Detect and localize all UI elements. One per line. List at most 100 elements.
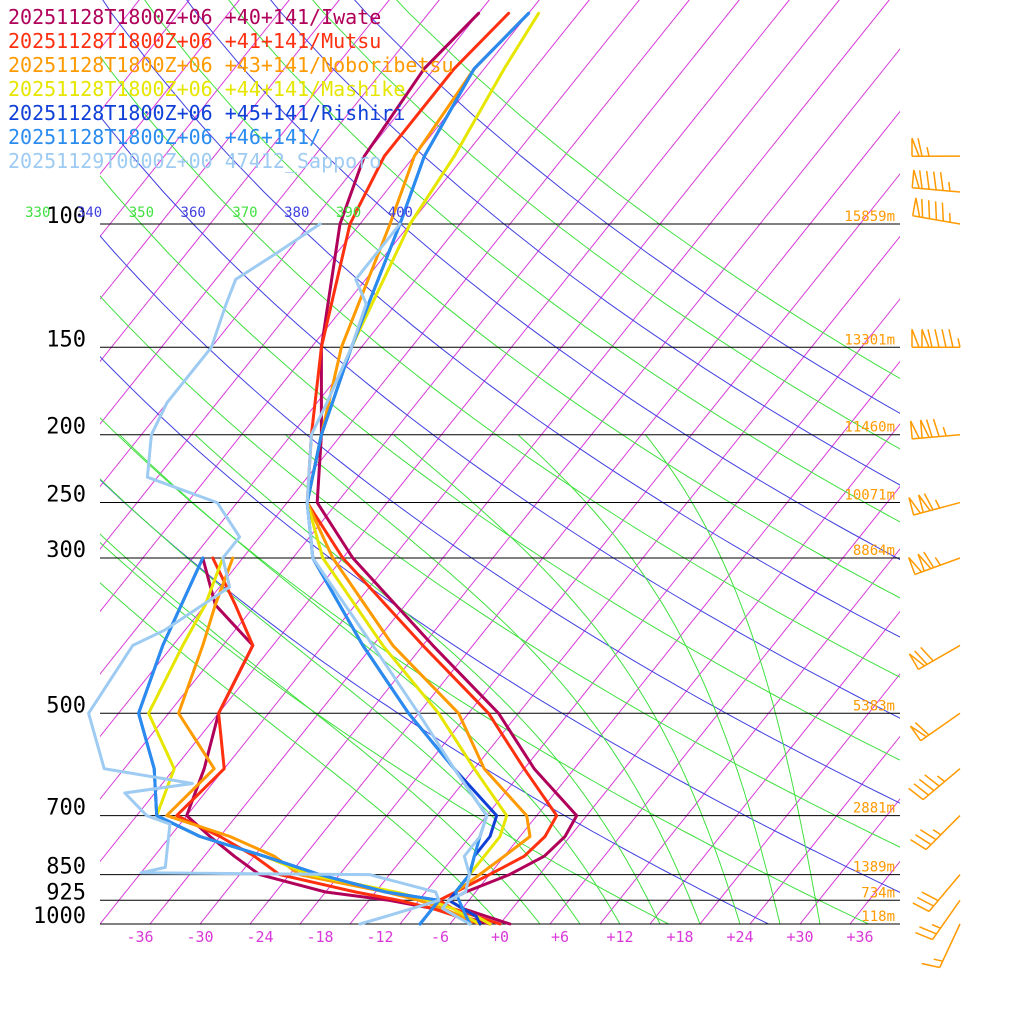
temperature-profile-line <box>305 11 531 926</box>
isotherm-line <box>549 485 900 924</box>
theta-label: 390 <box>336 205 361 221</box>
wind-barb <box>921 923 961 969</box>
dry-adiabat-line <box>100 541 669 924</box>
wind-barb <box>910 815 961 851</box>
legend-entry: 20251128T1800Z+06 +41+141/Mutsu <box>8 29 381 53</box>
moist-adiabat-line <box>285 434 701 924</box>
dry-adiabat-line <box>312 0 900 450</box>
isotherm-line <box>699 673 900 924</box>
wind-barb <box>908 493 961 516</box>
wind-barb <box>911 169 961 193</box>
temperature-tick-label: +0 <box>491 928 509 946</box>
dry-adiabat-line <box>100 479 769 924</box>
pressure-tick-label: 150 <box>46 327 86 352</box>
height-label: 5383m <box>853 698 895 714</box>
isotherm-line <box>849 860 900 924</box>
isotherm-lines <box>100 0 900 924</box>
moist-adiabat-line <box>393 434 741 924</box>
wind-barb-path <box>907 551 961 576</box>
isotherm-line <box>100 0 590 613</box>
wind-barb <box>915 899 961 941</box>
temperature-tick-label: -18 <box>306 928 333 946</box>
moist-adiabat-lines <box>100 434 821 924</box>
height-label: 734m <box>861 885 895 901</box>
height-label: 10071m <box>844 488 895 504</box>
height-label: 1389m <box>853 860 895 876</box>
theta-label: 360 <box>181 205 206 221</box>
temperature-tick-label: +6 <box>551 928 569 946</box>
wind-barb <box>911 137 961 157</box>
isotherm-line <box>599 548 900 924</box>
isotherm-line <box>199 48 900 924</box>
pressure-tick-label: 100 <box>46 204 86 229</box>
legend-entry: 20251129T0000Z+00 47412_Sapporo <box>8 149 381 173</box>
wind-barb-path <box>911 329 961 349</box>
theta-label: 380 <box>284 205 309 221</box>
moist-adiabat-line <box>119 434 621 924</box>
wind-barb <box>909 712 961 742</box>
pressure-tick-label: 300 <box>46 538 86 563</box>
pressure-tick-label: 1000 <box>33 904 86 929</box>
wind-barb-path <box>908 493 961 516</box>
wind-barb-path <box>911 169 961 193</box>
wind-barb <box>911 329 961 349</box>
temperature-tick-label: +36 <box>846 928 873 946</box>
height-label: 11460m <box>844 420 895 436</box>
wind-barb <box>909 418 961 440</box>
wind-barb <box>911 197 961 225</box>
axis-labels: 100 15859m 150 13301m 200 11460m 250 10071m 300 8… <box>25 204 895 946</box>
temperature-tick-label: -36 <box>126 928 153 946</box>
dry-adiabat-line <box>270 0 900 486</box>
isotherm-line <box>749 735 900 924</box>
dewpoint-profile-line <box>87 222 441 926</box>
wind-barbs <box>907 137 961 969</box>
wind-barb <box>908 644 961 671</box>
wind-barb-path <box>912 874 961 913</box>
theta-label: 330 <box>25 205 50 221</box>
isotherm-line <box>100 0 390 363</box>
dewpoint-profile-line <box>175 556 482 926</box>
wind-barb-path <box>908 768 961 801</box>
temperature-tick-label: +18 <box>666 928 693 946</box>
legend-entry: 20251128T1800Z+06 +46+141/ <box>8 125 321 149</box>
theta-label: 340 <box>77 205 102 221</box>
isotherm-line <box>299 173 900 924</box>
dewpoint-profile-line <box>165 556 482 926</box>
temperature-tick-label: -24 <box>246 928 273 946</box>
isotherm-line <box>100 0 690 738</box>
isotherm-line <box>100 0 490 488</box>
pressure-tick-label: 700 <box>46 796 86 821</box>
temperature-tick-label: -6 <box>431 928 449 946</box>
isotherm-line <box>249 110 900 924</box>
legend-entry: 20251128T1800Z+06 +43+141/Noboribetsu <box>8 53 454 77</box>
pressure-tick-label: 250 <box>46 483 86 508</box>
isotherm-line <box>399 298 900 924</box>
theta-label: 370 <box>232 205 257 221</box>
isotherm-line <box>449 360 900 924</box>
moist-adiabat-line <box>100 582 501 924</box>
isotherm-line <box>649 610 900 924</box>
height-label: 2881m <box>853 801 895 817</box>
pressure-tick-label: 200 <box>46 415 86 440</box>
temperature-tick-label: +24 <box>726 928 753 946</box>
dry-adiabat-line <box>395 0 900 380</box>
isotherm-line <box>100 0 190 113</box>
temperature-tick-label: +30 <box>786 928 813 946</box>
legend-entry: 20251128T1800Z+06 +40+141/Iwate <box>8 5 381 29</box>
moist-adiabat-line <box>100 478 581 924</box>
height-label: 8864m <box>853 543 895 559</box>
sounding-profiles <box>87 11 579 926</box>
wind-barb-path <box>910 815 961 851</box>
isobar-lines <box>100 223 900 925</box>
theta-label: 350 <box>129 205 154 221</box>
legend: 20251128T1800Z+06 +40+141/Iwate20251128T… <box>8 5 454 173</box>
wind-barb-path <box>911 197 961 225</box>
temperature-tick-label: -12 <box>366 928 393 946</box>
isotherm-line <box>499 423 900 924</box>
wind-barb <box>908 768 961 801</box>
temperature-tick-label: +12 <box>606 928 633 946</box>
isotherm-line <box>100 0 240 175</box>
temperature-tick-label: -30 <box>186 928 213 946</box>
wind-barb <box>912 874 961 913</box>
